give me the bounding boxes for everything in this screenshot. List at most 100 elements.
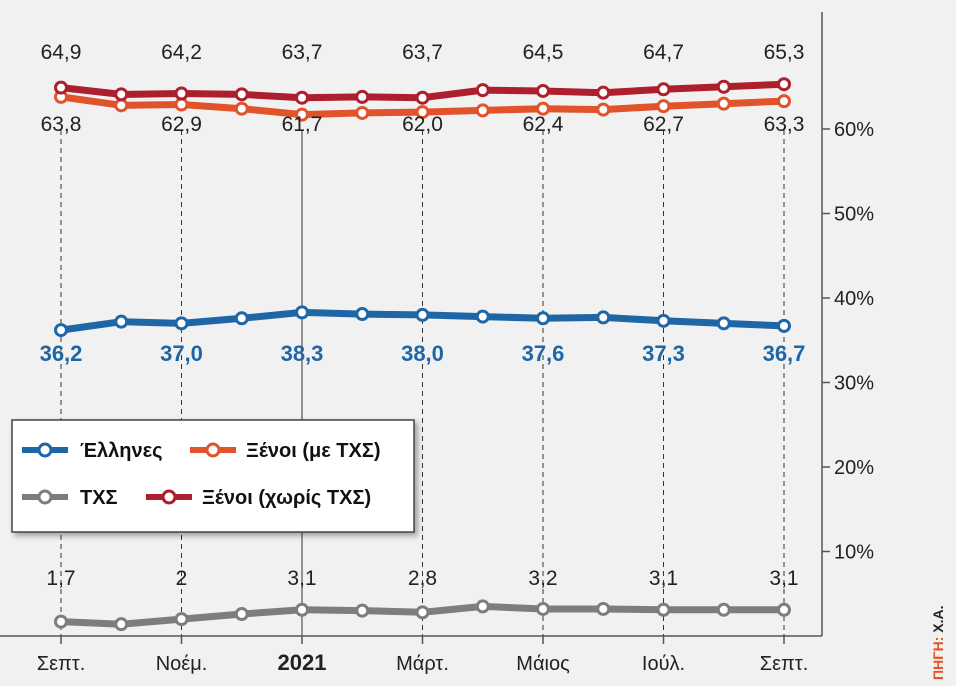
legend-marker-foreigners-incl [205,442,221,458]
data-label-greeks: 37,6 [522,341,565,366]
vertical-guides [60,130,785,636]
data-point-foreigners-excl [174,86,189,101]
data-point-foreigners-excl [54,80,68,95]
data-point-greeks [656,313,671,328]
data-point-greeks [174,316,189,331]
data-label-foreigners-excl: 63,7 [282,41,323,64]
data-point-foreigners-excl [536,83,550,98]
data-point-foreigners-excl [355,89,370,104]
data-label-foreigners-excl: 65,3 [764,41,805,64]
data-point-hfsf [355,603,370,618]
data-point-hfsf [777,602,791,617]
legend-marker-foreigners-excl [161,489,177,505]
data-label-foreigners-excl: 63,7 [402,41,443,64]
data-label-greeks: 36,2 [40,341,83,366]
data-point-hfsf [536,601,550,616]
data-label-foreigners-incl: 62,9 [161,113,202,136]
data-point-foreigners-excl [716,79,731,94]
data-point-foreigners-incl [234,101,249,116]
y-tick-label: 30% [834,373,874,395]
data-point-greeks [114,314,129,329]
legend-label-foreigners-incl: Ξένοι (με ΤΧΣ) [246,440,381,462]
data-point-foreigners-excl [295,90,309,105]
x-tick-label: Μάρτ. [396,653,449,675]
data-point-foreigners-excl [415,90,430,105]
legend: Έλληνες Ξένοι (με ΤΧΣ) ΤΧΣ Ξένοι (χωρίς … [11,419,415,533]
legend-label-foreigners-excl: Ξένοι (χωρίς ΤΧΣ) [202,487,371,509]
data-label-foreigners-excl: 64,2 [161,41,202,64]
source-note: ΠΗΓΗ: Χ.Α. [930,605,946,680]
data-point-greeks [295,305,309,320]
data-label-foreigners-excl: 64,7 [643,41,684,64]
data-point-foreigners-incl [475,103,490,118]
data-point-foreigners-excl [777,77,791,92]
data-label-greeks: 37,3 [642,341,685,366]
data-point-foreigners-incl [415,105,430,120]
data-point-greeks [536,311,550,326]
data-point-foreigners-incl [596,102,611,117]
data-point-greeks [716,316,731,331]
source-text: Χ.Α. [930,605,946,636]
data-label-greeks: 37,0 [160,341,203,366]
data-point-foreigners-excl [234,87,249,102]
data-point-foreigners-incl [295,107,309,122]
legend-marker-hfsf [37,489,53,505]
x-tick-label: 2021 [278,650,327,675]
y-tick-label: 10% [834,542,874,564]
data-label-hfsf: 1,7 [46,567,75,590]
legend-item-foreigners-excl: Ξένοι (χωρίς ΤΧΣ) [146,487,371,509]
data-point-hfsf [596,601,611,616]
x-axis-ticks: Σεπτ. Νοέμ. 2021 Μάρτ. Μάιος Ιούλ. Σεπτ. [37,636,809,675]
y-axis-ticks: 10% 20% 30% 40% 50% 60% [822,119,874,564]
axes [0,12,823,637]
data-point-hfsf [475,599,490,614]
data-point-hfsf [295,602,309,617]
x-tick-label: Ιούλ. [642,653,685,675]
data-point-foreigners-excl [596,85,611,100]
data-point-foreigners-incl [114,98,129,113]
y-tick-label: 60% [834,119,874,141]
data-point-foreigners-incl [716,96,731,111]
data-point-greeks [777,318,791,333]
data-label-foreigners-incl: 62,4 [523,113,564,136]
data-point-greeks [355,307,370,322]
data-label-hfsf: 3,1 [649,567,678,590]
data-label-hfsf: 2 [176,567,188,590]
legend-item-hfsf: ΤΧΣ [22,487,118,509]
source-label: ΠΗΓΗ: [930,637,946,680]
series-group [54,77,791,632]
y-tick-label: 20% [834,457,874,479]
data-point-foreigners-incl [174,97,189,112]
data-label-hfsf: 3,2 [528,567,557,590]
data-label-foreigners-incl: 61,7 [282,113,323,136]
legend-label-greeks: Έλληνες [80,440,163,462]
data-label-foreigners-incl: 63,3 [764,113,805,136]
x-tick-label: Σεπτ. [760,653,809,675]
data-point-foreigners-incl [656,99,671,114]
x-tick-label: Σεπτ. [37,653,86,675]
x-tick-label: Νοέμ. [156,653,208,675]
legend-box [11,419,415,533]
data-point-foreigners-incl [355,105,370,120]
data-point-greeks [415,307,430,322]
data-point-greeks [475,309,490,324]
data-label-foreigners-incl: 62,7 [643,113,684,136]
data-point-hfsf [656,602,671,617]
data-point-foreigners-incl [777,94,791,109]
data-point-foreigners-excl [114,87,129,102]
data-point-foreigners-incl [536,101,550,116]
data-point-greeks [234,311,249,326]
data-label-hfsf: 2,8 [408,567,437,590]
data-point-hfsf [234,607,249,622]
y-tick-label: 50% [834,204,874,226]
data-labels: 64,9 63,8 36,2 1,7 64,2 62,9 37,0 2 63,7 61,7 38,3… [40,41,806,590]
data-label-greeks: 38,0 [401,341,444,366]
data-label-greeks: 36,7 [763,341,806,366]
data-label-foreigners-incl: 62,0 [402,113,443,136]
data-point-hfsf [54,614,68,629]
y-tick-label: 40% [834,288,874,310]
legend-item-greeks: Έλληνες [22,440,163,462]
data-point-foreigners-excl [475,83,490,98]
data-label-greeks: 38,3 [281,341,324,366]
